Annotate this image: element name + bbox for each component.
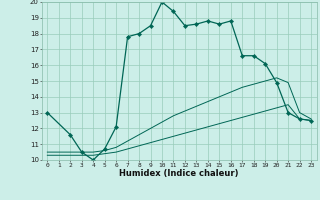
X-axis label: Humidex (Indice chaleur): Humidex (Indice chaleur): [119, 169, 239, 178]
